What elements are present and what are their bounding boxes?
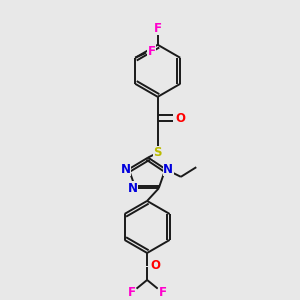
Text: F: F [128,286,136,299]
Text: N: N [121,163,131,176]
Text: N: N [163,163,173,176]
Text: F: F [148,44,156,58]
Text: O: O [151,259,161,272]
Text: F: F [154,22,162,35]
Text: N: N [128,182,138,195]
Text: O: O [175,112,185,124]
Text: S: S [154,146,162,159]
Text: F: F [158,286,166,299]
